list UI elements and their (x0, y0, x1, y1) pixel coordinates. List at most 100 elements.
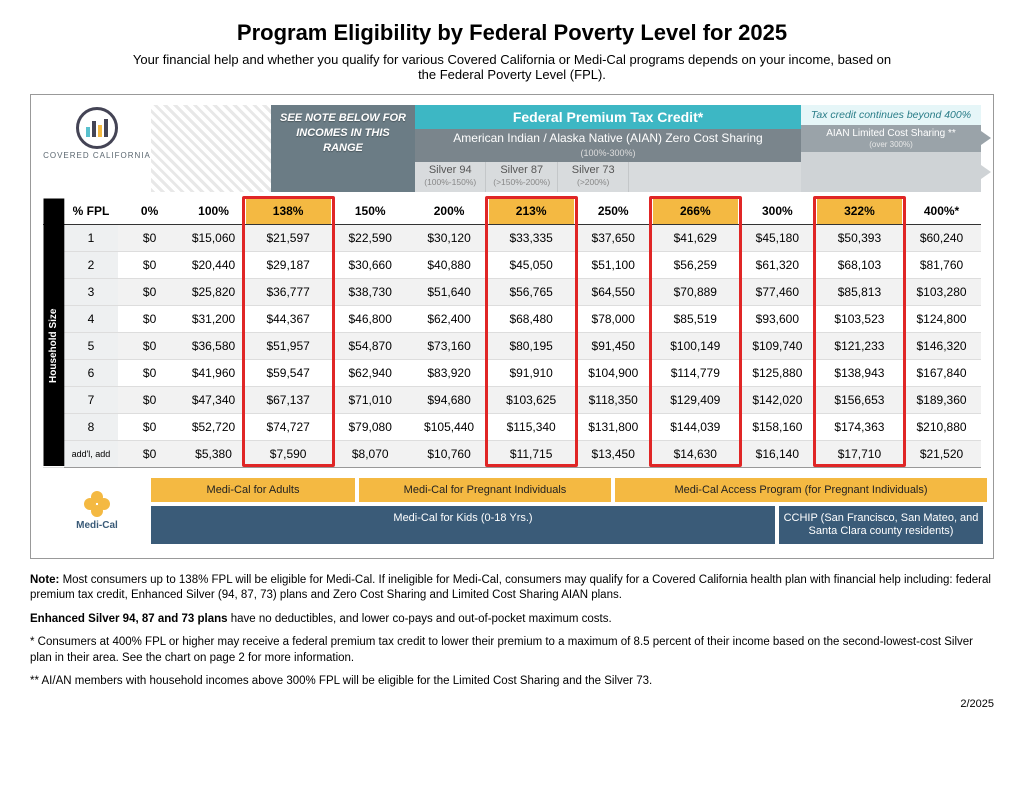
col-header: 250% (574, 198, 653, 225)
data-cell: $14,630 (653, 440, 738, 467)
footnotes: Note: Most consumers up to 138% FPL will… (30, 573, 994, 690)
bar-cchip: CCHIP (San Francisco, San Mateo, and San… (779, 506, 983, 543)
data-cell: $0 (118, 359, 182, 386)
data-cell: $61,320 (738, 251, 817, 278)
row-label: 4 (64, 305, 117, 332)
data-cell: $50,393 (817, 224, 902, 251)
data-cell: $30,660 (331, 251, 410, 278)
silver-73: Silver 73(>200%) (558, 162, 629, 192)
logo-icon (76, 107, 118, 149)
band-header: COVERED CALIFORNIA SEE NOTE BELOW FOR IN… (43, 105, 981, 192)
table-row: 6$0$41,960$59,547$62,940$83,920$91,910$1… (43, 359, 981, 386)
light-arrow (801, 152, 981, 192)
data-cell: $80,195 (489, 332, 574, 359)
data-cell: $41,629 (653, 224, 738, 251)
data-cell: $124,800 (902, 305, 981, 332)
data-cell: $51,100 (574, 251, 653, 278)
data-cell: $51,957 (246, 332, 331, 359)
data-cell: $41,960 (182, 359, 246, 386)
table-header-row: % FPL0%100%138%150%200%213%250%266%300%3… (43, 198, 981, 225)
table-wrap: % FPL0%100%138%150%200%213%250%266%300%3… (43, 198, 981, 468)
data-cell: $129,409 (653, 386, 738, 413)
data-cell: $22,590 (331, 224, 410, 251)
col-header: 150% (331, 198, 410, 225)
col-header: 213% (489, 198, 574, 225)
data-cell: $45,180 (738, 224, 817, 251)
data-cell: $71,010 (331, 386, 410, 413)
data-cell: $16,140 (738, 440, 817, 467)
data-cell: $17,710 (817, 440, 902, 467)
note1-bold: Note: (30, 574, 59, 586)
data-cell: $54,870 (331, 332, 410, 359)
data-cell: $114,779 (653, 359, 738, 386)
data-cell: $144,039 (653, 413, 738, 440)
data-cell: $174,363 (817, 413, 902, 440)
data-cell: $70,889 (653, 278, 738, 305)
clover-icon (84, 491, 110, 517)
main-frame: COVERED CALIFORNIA SEE NOTE BELOW FOR IN… (30, 94, 994, 559)
col-header: 322% (817, 198, 902, 225)
row-label: 7 (64, 386, 117, 413)
data-cell: $31,200 (182, 305, 246, 332)
aian-zero-sub: (100%-300%) (580, 148, 635, 158)
logo-text: COVERED CALIFORNIA (43, 152, 151, 161)
data-cell: $85,813 (817, 278, 902, 305)
data-cell: $7,590 (246, 440, 331, 467)
aian-limited-band: AIAN Limited Cost Sharing ** (over 300%) (801, 125, 981, 152)
data-cell: $121,233 (817, 332, 902, 359)
program-bars: Medi-Cal Medi-Cal for Adults Medi-Cal fo… (43, 478, 981, 544)
data-cell: $38,730 (331, 278, 410, 305)
table-row: 3$0$25,820$36,777$38,730$51,640$56,765$6… (43, 278, 981, 305)
data-cell: $146,320 (902, 332, 981, 359)
data-cell: $138,943 (817, 359, 902, 386)
data-cell: $51,640 (410, 278, 489, 305)
data-cell: $103,523 (817, 305, 902, 332)
col-header: 138% (246, 198, 331, 225)
data-cell: $167,840 (902, 359, 981, 386)
data-cell: $59,547 (246, 359, 331, 386)
data-cell: $100,149 (653, 332, 738, 359)
data-cell: $74,727 (246, 413, 331, 440)
col-header: % FPL (64, 198, 117, 225)
data-cell: $109,740 (738, 332, 817, 359)
note1-text: Most consumers up to 138% FPL will be el… (30, 574, 991, 602)
see-note-band: SEE NOTE BELOW FOR INCOMES IN THIS RANGE (271, 105, 415, 192)
bar-medical-kids: Medi-Cal for Kids (0-18 Yrs.) (151, 506, 775, 543)
data-cell: $13,450 (574, 440, 653, 467)
data-cell: $0 (118, 332, 182, 359)
silver-87: Silver 87(>150%-200%) (486, 162, 557, 192)
data-cell: $0 (118, 251, 182, 278)
page-subtitle: Your financial help and whether you qual… (132, 52, 892, 82)
data-cell: $36,777 (246, 278, 331, 305)
table-row: 8$0$52,720$74,727$79,080$105,440$115,340… (43, 413, 981, 440)
row-label: 6 (64, 359, 117, 386)
data-cell: $103,625 (489, 386, 574, 413)
data-cell: $62,400 (410, 305, 489, 332)
data-cell: $25,820 (182, 278, 246, 305)
data-cell: $81,760 (902, 251, 981, 278)
data-cell: $67,137 (246, 386, 331, 413)
data-cell: $0 (118, 278, 182, 305)
data-cell: $47,340 (182, 386, 246, 413)
data-cell: $62,940 (331, 359, 410, 386)
col-header: 266% (653, 198, 738, 225)
data-cell: $40,880 (410, 251, 489, 278)
page-title: Program Eligibility by Federal Poverty L… (30, 20, 994, 46)
hatched-range (151, 105, 271, 192)
data-cell: $44,367 (246, 305, 331, 332)
data-cell: $15,060 (182, 224, 246, 251)
table-row: add'l, add$0$5,380$7,590$8,070$10,760$11… (43, 440, 981, 467)
col-header: 300% (738, 198, 817, 225)
data-cell: $103,280 (902, 278, 981, 305)
data-cell: $5,380 (182, 440, 246, 467)
data-cell: $56,259 (653, 251, 738, 278)
data-cell: $94,680 (410, 386, 489, 413)
bar-medical-access: Medi-Cal Access Program (for Pregnant In… (615, 478, 987, 503)
aian-zero-text: American Indian / Alaska Native (AIAN) Z… (453, 131, 762, 145)
medical-logo: Medi-Cal (43, 478, 151, 544)
data-cell: $125,880 (738, 359, 817, 386)
silver-row: Silver 94(100%-150%) Silver 87(>150%-200… (415, 162, 801, 192)
col-header: 200% (410, 198, 489, 225)
note2-bold: Enhanced Silver 94, 87 and 73 plans (30, 613, 228, 625)
data-cell: $68,103 (817, 251, 902, 278)
